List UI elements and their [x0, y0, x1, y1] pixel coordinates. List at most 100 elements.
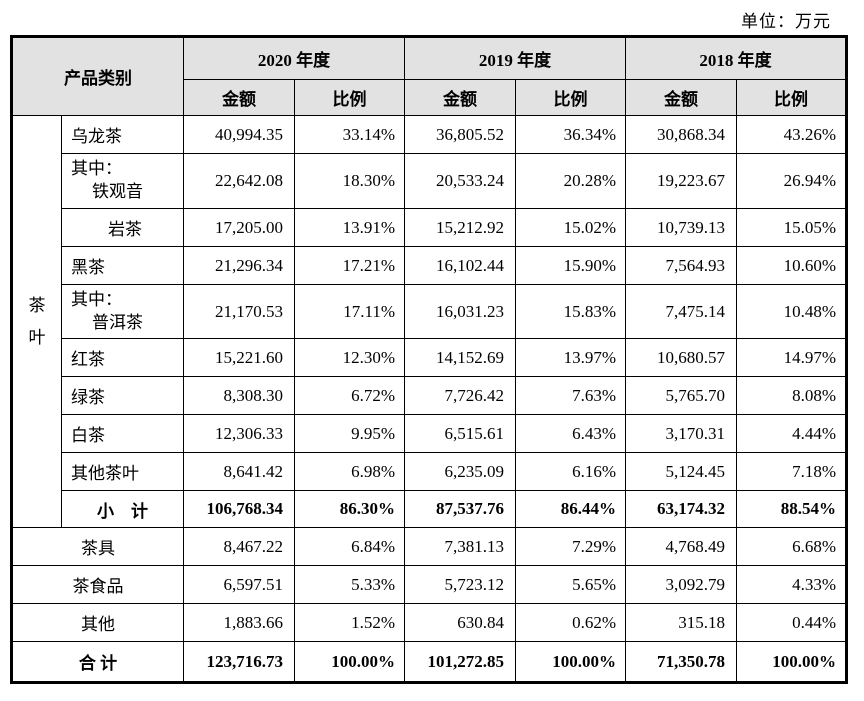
- amount-2019: 101,272.85: [404, 641, 516, 683]
- table-row-tieguanyin: 其中： 铁观音 22,642.08 18.30% 20,533.24 20.28…: [12, 153, 847, 209]
- ratio-2020: 17.21%: [294, 246, 405, 285]
- amount-2018: 19,223.67: [625, 153, 737, 209]
- ratio-2019: 20.28%: [515, 153, 626, 209]
- ratio-2019: 15.83%: [515, 284, 626, 339]
- ratio-2020: 9.95%: [294, 414, 405, 453]
- ratio-2018: 100.00%: [736, 641, 847, 683]
- amount-2018: 7,564.93: [625, 246, 737, 285]
- table-row-tea-food: 茶食品 6,597.51 5.33% 5,723.12 5.65% 3,092.…: [11, 565, 847, 604]
- amount-2018: 5,765.70: [625, 376, 737, 415]
- ratio-2018: 15.05%: [736, 208, 847, 247]
- header-year-2018: 2018 年度: [625, 36, 847, 80]
- amount-2020: 6,597.51: [183, 565, 295, 604]
- table-row-teaware: 茶具 8,467.22 6.84% 7,381.13 7.29% 4,768.4…: [11, 527, 847, 566]
- table-row-dark-tea: 黑茶 21,296.34 17.21% 16,102.44 15.90% 7,5…: [12, 246, 847, 285]
- amount-2018: 3,170.31: [625, 414, 737, 453]
- amount-2018: 3,092.79: [625, 565, 737, 604]
- amount-2019: 20,533.24: [404, 153, 516, 209]
- amount-2019: 36,805.52: [404, 115, 516, 154]
- amount-2018: 4,768.49: [625, 527, 737, 566]
- table-row-total: 合 计 123,716.73 100.00% 101,272.85 100.00…: [11, 641, 847, 683]
- row-label: 岩茶: [61, 208, 184, 247]
- amount-2020: 22,642.08: [183, 153, 295, 209]
- ratio-2020: 33.14%: [294, 115, 405, 154]
- ratio-2018: 7.18%: [736, 452, 847, 491]
- row-label: 其他: [11, 603, 184, 642]
- amount-2018: 315.18: [625, 603, 737, 642]
- amount-2019: 6,515.61: [404, 414, 516, 453]
- ratio-2019: 7.63%: [515, 376, 626, 415]
- table-row-green-tea: 绿茶 8,308.30 6.72% 7,726.42 7.63% 5,765.7…: [12, 376, 847, 415]
- table-row-puer: 其中： 普洱茶 21,170.53 17.11% 16,031.23 15.83…: [12, 284, 847, 339]
- amount-2018: 10,739.13: [625, 208, 737, 247]
- row-label: 其中： 铁观音: [61, 153, 184, 209]
- unit-label: 单位：万元: [741, 12, 831, 31]
- amount-2019: 14,152.69: [404, 338, 516, 377]
- ratio-2018: 10.60%: [736, 246, 847, 285]
- amount-2020: 21,296.34: [183, 246, 295, 285]
- header-year-2020: 2020 年度: [183, 36, 405, 80]
- row-label-line1: 其中：: [71, 159, 122, 179]
- ratio-2019: 5.65%: [515, 565, 626, 604]
- header-row-years: 产品类别 2020 年度 2019 年度 2018 年度: [11, 36, 847, 116]
- amount-2019: 5,723.12: [404, 565, 516, 604]
- ratio-2020: 100.00%: [294, 641, 405, 683]
- row-label: 茶食品: [11, 565, 184, 604]
- row-label-line1: 其中：: [71, 289, 122, 309]
- amount-2020: 40,994.35: [183, 115, 295, 154]
- amount-2019: 630.84: [404, 603, 516, 642]
- amount-2020: 106,768.34: [183, 490, 295, 528]
- ratio-2020: 13.91%: [294, 208, 405, 247]
- amount-2018: 30,868.34: [625, 115, 737, 154]
- ratio-2019: 6.16%: [515, 452, 626, 491]
- ratio-2020: 6.72%: [294, 376, 405, 415]
- ratio-2020: 18.30%: [294, 153, 405, 209]
- amount-2019: 87,537.76: [404, 490, 516, 528]
- table-row-other-tea: 其他茶叶 8,641.42 6.98% 6,235.09 6.16% 5,124…: [12, 452, 847, 491]
- row-label: 乌龙茶: [61, 115, 184, 154]
- ratio-2018: 6.68%: [736, 527, 847, 566]
- header-amount-2019: 金额: [404, 79, 516, 116]
- amount-2020: 17,205.00: [183, 208, 295, 247]
- row-label-line2: 铁观音: [92, 182, 143, 201]
- header-ratio-2020: 比例: [294, 79, 405, 116]
- ratio-2019: 0.62%: [515, 603, 626, 642]
- amount-2020: 8,641.42: [183, 452, 295, 491]
- ratio-2018: 0.44%: [736, 603, 847, 642]
- amount-2018: 63,174.32: [625, 490, 737, 528]
- ratio-2018: 4.33%: [736, 565, 847, 604]
- amount-2018: 10,680.57: [625, 338, 737, 377]
- table-row-rock-tea: 岩茶 17,205.00 13.91% 15,212.92 15.02% 10,…: [12, 208, 847, 247]
- amount-2019: 15,212.92: [404, 208, 516, 247]
- amount-2020: 21,170.53: [183, 284, 295, 339]
- row-label: 其他茶叶: [61, 452, 184, 491]
- ratio-2018: 88.54%: [736, 490, 847, 528]
- amount-2020: 15,221.60: [183, 338, 295, 377]
- header-row-metrics: 金额 比例 金额 比例 金额 比例: [12, 79, 847, 116]
- amount-2020: 1,883.66: [183, 603, 295, 642]
- header-ratio-2019: 比例: [515, 79, 626, 116]
- ratio-2020: 86.30%: [294, 490, 405, 528]
- amount-2020: 8,308.30: [183, 376, 295, 415]
- row-label: 白茶: [61, 414, 184, 453]
- ratio-2020: 5.33%: [294, 565, 405, 604]
- amount-2019: 6,235.09: [404, 452, 516, 491]
- header-year-2019: 2019 年度: [404, 36, 626, 80]
- row-label: 茶具: [11, 527, 184, 566]
- amount-2018: 5,124.45: [625, 452, 737, 491]
- row-label: 小 计: [61, 490, 184, 528]
- table-row-white-tea: 白茶 12,306.33 9.95% 6,515.61 6.43% 3,170.…: [12, 414, 847, 453]
- amount-2019: 16,102.44: [404, 246, 516, 285]
- ratio-2018: 26.94%: [736, 153, 847, 209]
- amount-2020: 8,467.22: [183, 527, 295, 566]
- tea-group-cell: 茶叶: [11, 115, 62, 528]
- amount-2020: 12,306.33: [183, 414, 295, 453]
- ratio-2018: 8.08%: [736, 376, 847, 415]
- ratio-2019: 15.02%: [515, 208, 626, 247]
- ratio-2020: 17.11%: [294, 284, 405, 339]
- amount-2020: 123,716.73: [183, 641, 295, 683]
- ratio-2018: 4.44%: [736, 414, 847, 453]
- table-row-oolong: 茶叶 乌龙茶 40,994.35 33.14% 36,805.52 36.34%…: [11, 115, 847, 528]
- tea-group-label: 茶叶: [28, 296, 46, 347]
